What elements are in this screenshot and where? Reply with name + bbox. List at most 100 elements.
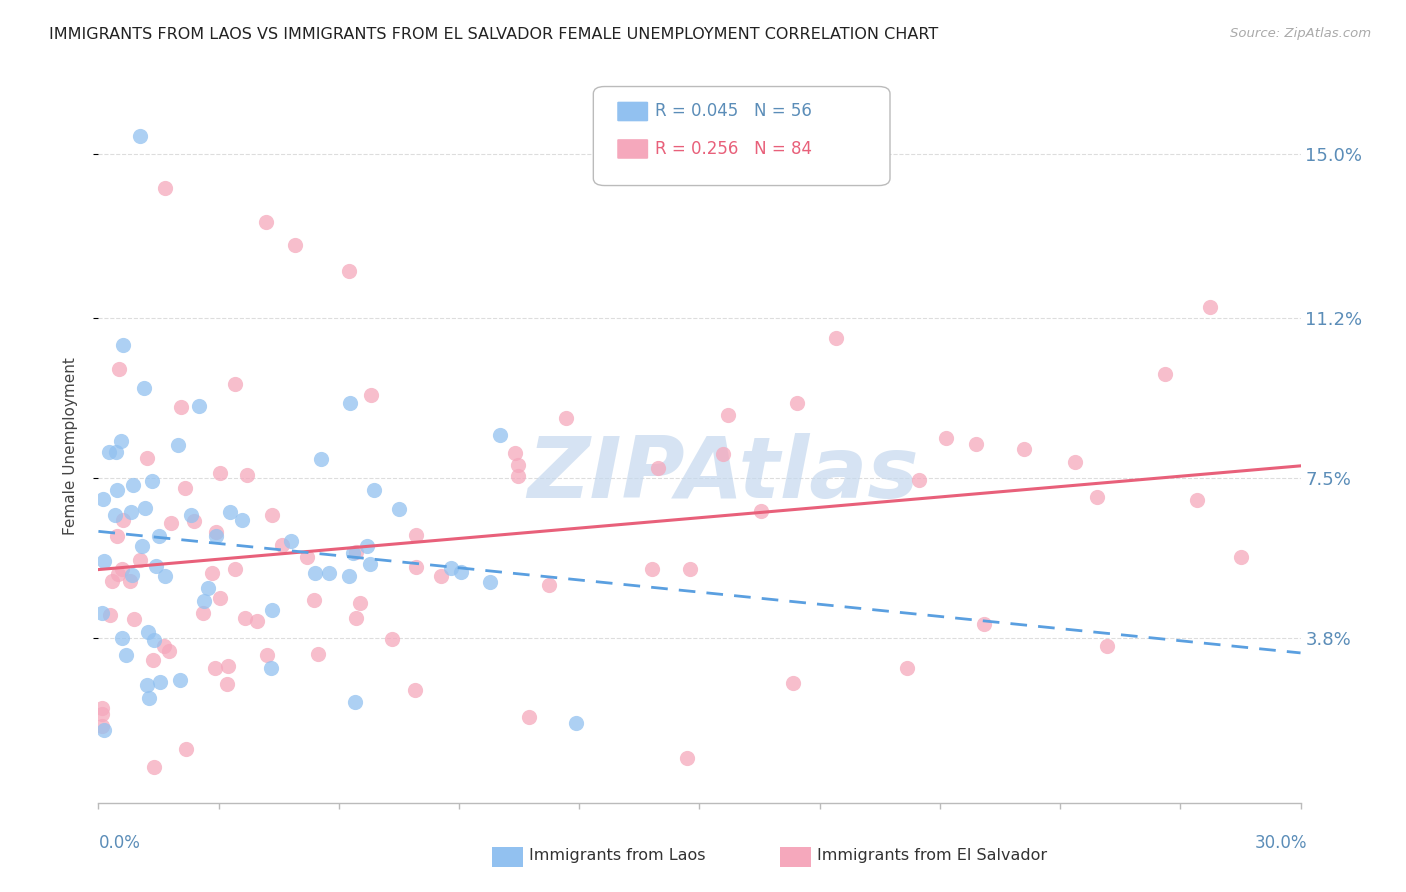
Point [751, 504, 773, 518]
Point [233, 611, 256, 625]
Point [224, 562, 246, 576]
Point [143, 760, 166, 774]
Point [256, 648, 278, 663]
Point [104, 508, 127, 523]
Text: ZIPAtlas: ZIPAtlas [527, 433, 920, 516]
Point [121, 568, 143, 582]
Point [429, 569, 451, 583]
Text: Immigrants from Laos: Immigrants from Laos [529, 848, 706, 863]
Text: 30.0%: 30.0% [1256, 834, 1308, 852]
Point [141, 474, 163, 488]
Point [129, 129, 152, 144]
Point [254, 215, 277, 229]
Point [176, 741, 198, 756]
Point [711, 447, 734, 461]
Point [136, 678, 159, 692]
Point [508, 469, 530, 483]
Point [122, 478, 145, 492]
Point [138, 691, 160, 706]
Point [217, 677, 239, 691]
Point [138, 624, 160, 639]
Point [111, 562, 134, 576]
Point [554, 411, 576, 425]
Point [260, 508, 283, 522]
Point [908, 473, 931, 487]
Point [187, 399, 209, 413]
Text: R = 0.045   N = 56: R = 0.045 N = 56 [655, 103, 813, 120]
Point [159, 643, 181, 657]
Point [307, 648, 329, 662]
Point [128, 552, 150, 566]
Point [235, 467, 257, 482]
Point [98, 608, 121, 623]
Point [381, 632, 404, 646]
Point [110, 434, 132, 449]
Point [786, 396, 808, 410]
Point [91, 719, 114, 733]
Point [112, 512, 135, 526]
Point [134, 501, 156, 516]
Point [180, 508, 202, 523]
Point [148, 529, 170, 543]
Point [114, 648, 136, 662]
Point [965, 437, 987, 451]
Point [440, 561, 463, 575]
Point [201, 566, 224, 580]
Point [153, 181, 176, 195]
Point [679, 562, 702, 576]
Point [143, 632, 166, 647]
Point [506, 458, 529, 472]
Point [183, 514, 205, 528]
Point [224, 377, 246, 392]
Point [107, 567, 129, 582]
Point [193, 594, 215, 608]
Text: 0.0%: 0.0% [98, 834, 141, 852]
Point [1230, 550, 1253, 565]
Point [344, 545, 367, 559]
Point [118, 574, 141, 588]
Point [479, 574, 502, 589]
Point [337, 568, 360, 582]
Point [120, 505, 142, 519]
Point [91, 491, 114, 506]
Point [489, 428, 512, 442]
Point [260, 661, 283, 675]
Point [1198, 301, 1220, 315]
Point [1085, 490, 1108, 504]
Point [136, 451, 159, 466]
Point [208, 591, 231, 605]
Point [153, 640, 176, 654]
Point [111, 337, 134, 351]
Point [160, 516, 183, 530]
Point [538, 578, 561, 592]
Point [935, 431, 957, 445]
Point [131, 539, 153, 553]
Point [360, 388, 382, 402]
Point [217, 658, 239, 673]
Point [896, 661, 918, 675]
Point [309, 452, 332, 467]
Point [91, 700, 114, 714]
Point [111, 631, 134, 645]
Point [450, 565, 472, 579]
Point [167, 438, 190, 452]
Point [304, 566, 326, 580]
Point [169, 673, 191, 687]
Point [246, 614, 269, 628]
Text: IMMIGRANTS FROM LAOS VS IMMIGRANTS FROM EL SALVADOR FEMALE UNEMPLOYMENT CORRELAT: IMMIGRANTS FROM LAOS VS IMMIGRANTS FROM … [49, 27, 938, 42]
Point [105, 529, 128, 543]
Point [93, 723, 115, 738]
Point [260, 602, 283, 616]
Point [359, 557, 381, 571]
Point [145, 559, 167, 574]
Point [318, 566, 340, 580]
Point [676, 751, 699, 765]
Point [973, 616, 995, 631]
Point [1012, 442, 1035, 456]
Point [208, 466, 231, 480]
Point [1153, 367, 1175, 381]
Point [204, 661, 226, 675]
Point [101, 574, 124, 589]
Point [205, 528, 228, 542]
Point [149, 675, 172, 690]
